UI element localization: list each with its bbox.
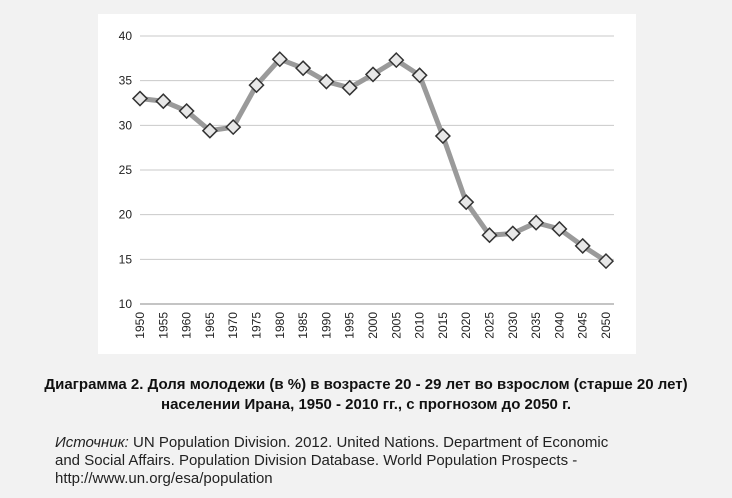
data-point-marker bbox=[481, 227, 498, 244]
x-tick-label: 2020 bbox=[459, 312, 473, 339]
figure-caption: Диаграмма 2. Доля молодежи (в %) в возра… bbox=[0, 375, 732, 415]
x-tick-label: 1955 bbox=[156, 312, 170, 339]
data-point-marker bbox=[155, 93, 172, 110]
x-tick-label: 1965 bbox=[203, 312, 217, 339]
x-tick-label: 1960 bbox=[180, 312, 194, 339]
source-line-2: and Social Affairs. Population Division … bbox=[55, 452, 578, 469]
data-point-marker bbox=[131, 90, 149, 107]
y-tick-label: 15 bbox=[119, 252, 133, 266]
source-label: Источник: bbox=[55, 434, 129, 451]
source-line-1: UN Population Division. 2012. United Nat… bbox=[128, 434, 609, 451]
x-tick-label: 1995 bbox=[343, 312, 357, 339]
data-point-marker bbox=[388, 52, 405, 69]
x-tick-label: 2045 bbox=[576, 312, 590, 339]
y-tick-label: 35 bbox=[119, 74, 133, 88]
x-tick-label: 2005 bbox=[389, 312, 403, 339]
data-point-marker bbox=[504, 225, 521, 242]
data-point-marker bbox=[597, 253, 615, 270]
data-point-marker bbox=[411, 67, 428, 84]
caption-line-2: населении Ирана, 1950 - 2010 гг., с прог… bbox=[161, 396, 571, 413]
y-tick-label: 10 bbox=[119, 297, 133, 311]
x-tick-label: 1970 bbox=[226, 312, 240, 339]
x-tick-label: 1975 bbox=[250, 312, 264, 339]
data-point-marker bbox=[528, 214, 545, 231]
x-tick-label: 2010 bbox=[413, 312, 427, 339]
data-point-marker bbox=[225, 119, 242, 136]
data-point-marker bbox=[434, 127, 451, 145]
x-tick-label: 1950 bbox=[133, 312, 147, 339]
x-tick-label: 1980 bbox=[273, 312, 287, 339]
y-tick-label: 25 bbox=[119, 163, 133, 177]
y-tick-label: 20 bbox=[119, 208, 133, 222]
data-point-marker bbox=[248, 77, 265, 94]
source-line-3: http://www.un.org/esa/population bbox=[55, 470, 273, 487]
data-point-marker bbox=[574, 237, 591, 254]
data-point-marker bbox=[341, 79, 358, 96]
data-point-marker bbox=[551, 220, 568, 238]
x-tick-label: 1985 bbox=[296, 312, 310, 339]
x-tick-label: 2000 bbox=[366, 312, 380, 339]
x-tick-label: 2035 bbox=[529, 312, 543, 339]
series-line bbox=[137, 56, 609, 264]
x-tick-label: 2040 bbox=[552, 312, 566, 339]
caption-line-1: Диаграмма 2. Доля молодежи (в %) в возра… bbox=[44, 376, 688, 393]
x-tick-label: 1990 bbox=[319, 312, 333, 339]
data-point-marker bbox=[295, 60, 312, 77]
data-point-marker bbox=[458, 194, 475, 211]
y-tick-label: 40 bbox=[119, 29, 133, 43]
data-point-marker bbox=[178, 102, 195, 120]
x-tick-label: 2015 bbox=[436, 312, 450, 339]
data-point-marker bbox=[318, 73, 335, 90]
data-point-marker bbox=[271, 51, 288, 68]
x-tick-label: 2050 bbox=[599, 312, 613, 339]
data-point-marker bbox=[364, 66, 382, 83]
chart-area: 10 15 20 25 30 35 40 1950 1955 1960 1965 1970 1975 19… bbox=[98, 14, 636, 354]
x-tick-label: 2030 bbox=[506, 312, 520, 339]
source-note: Источник: UN Population Division. 2012. … bbox=[55, 434, 715, 488]
data-point-marker bbox=[201, 122, 218, 139]
y-tick-label: 30 bbox=[119, 118, 133, 132]
x-tick-label: 2025 bbox=[483, 312, 497, 339]
